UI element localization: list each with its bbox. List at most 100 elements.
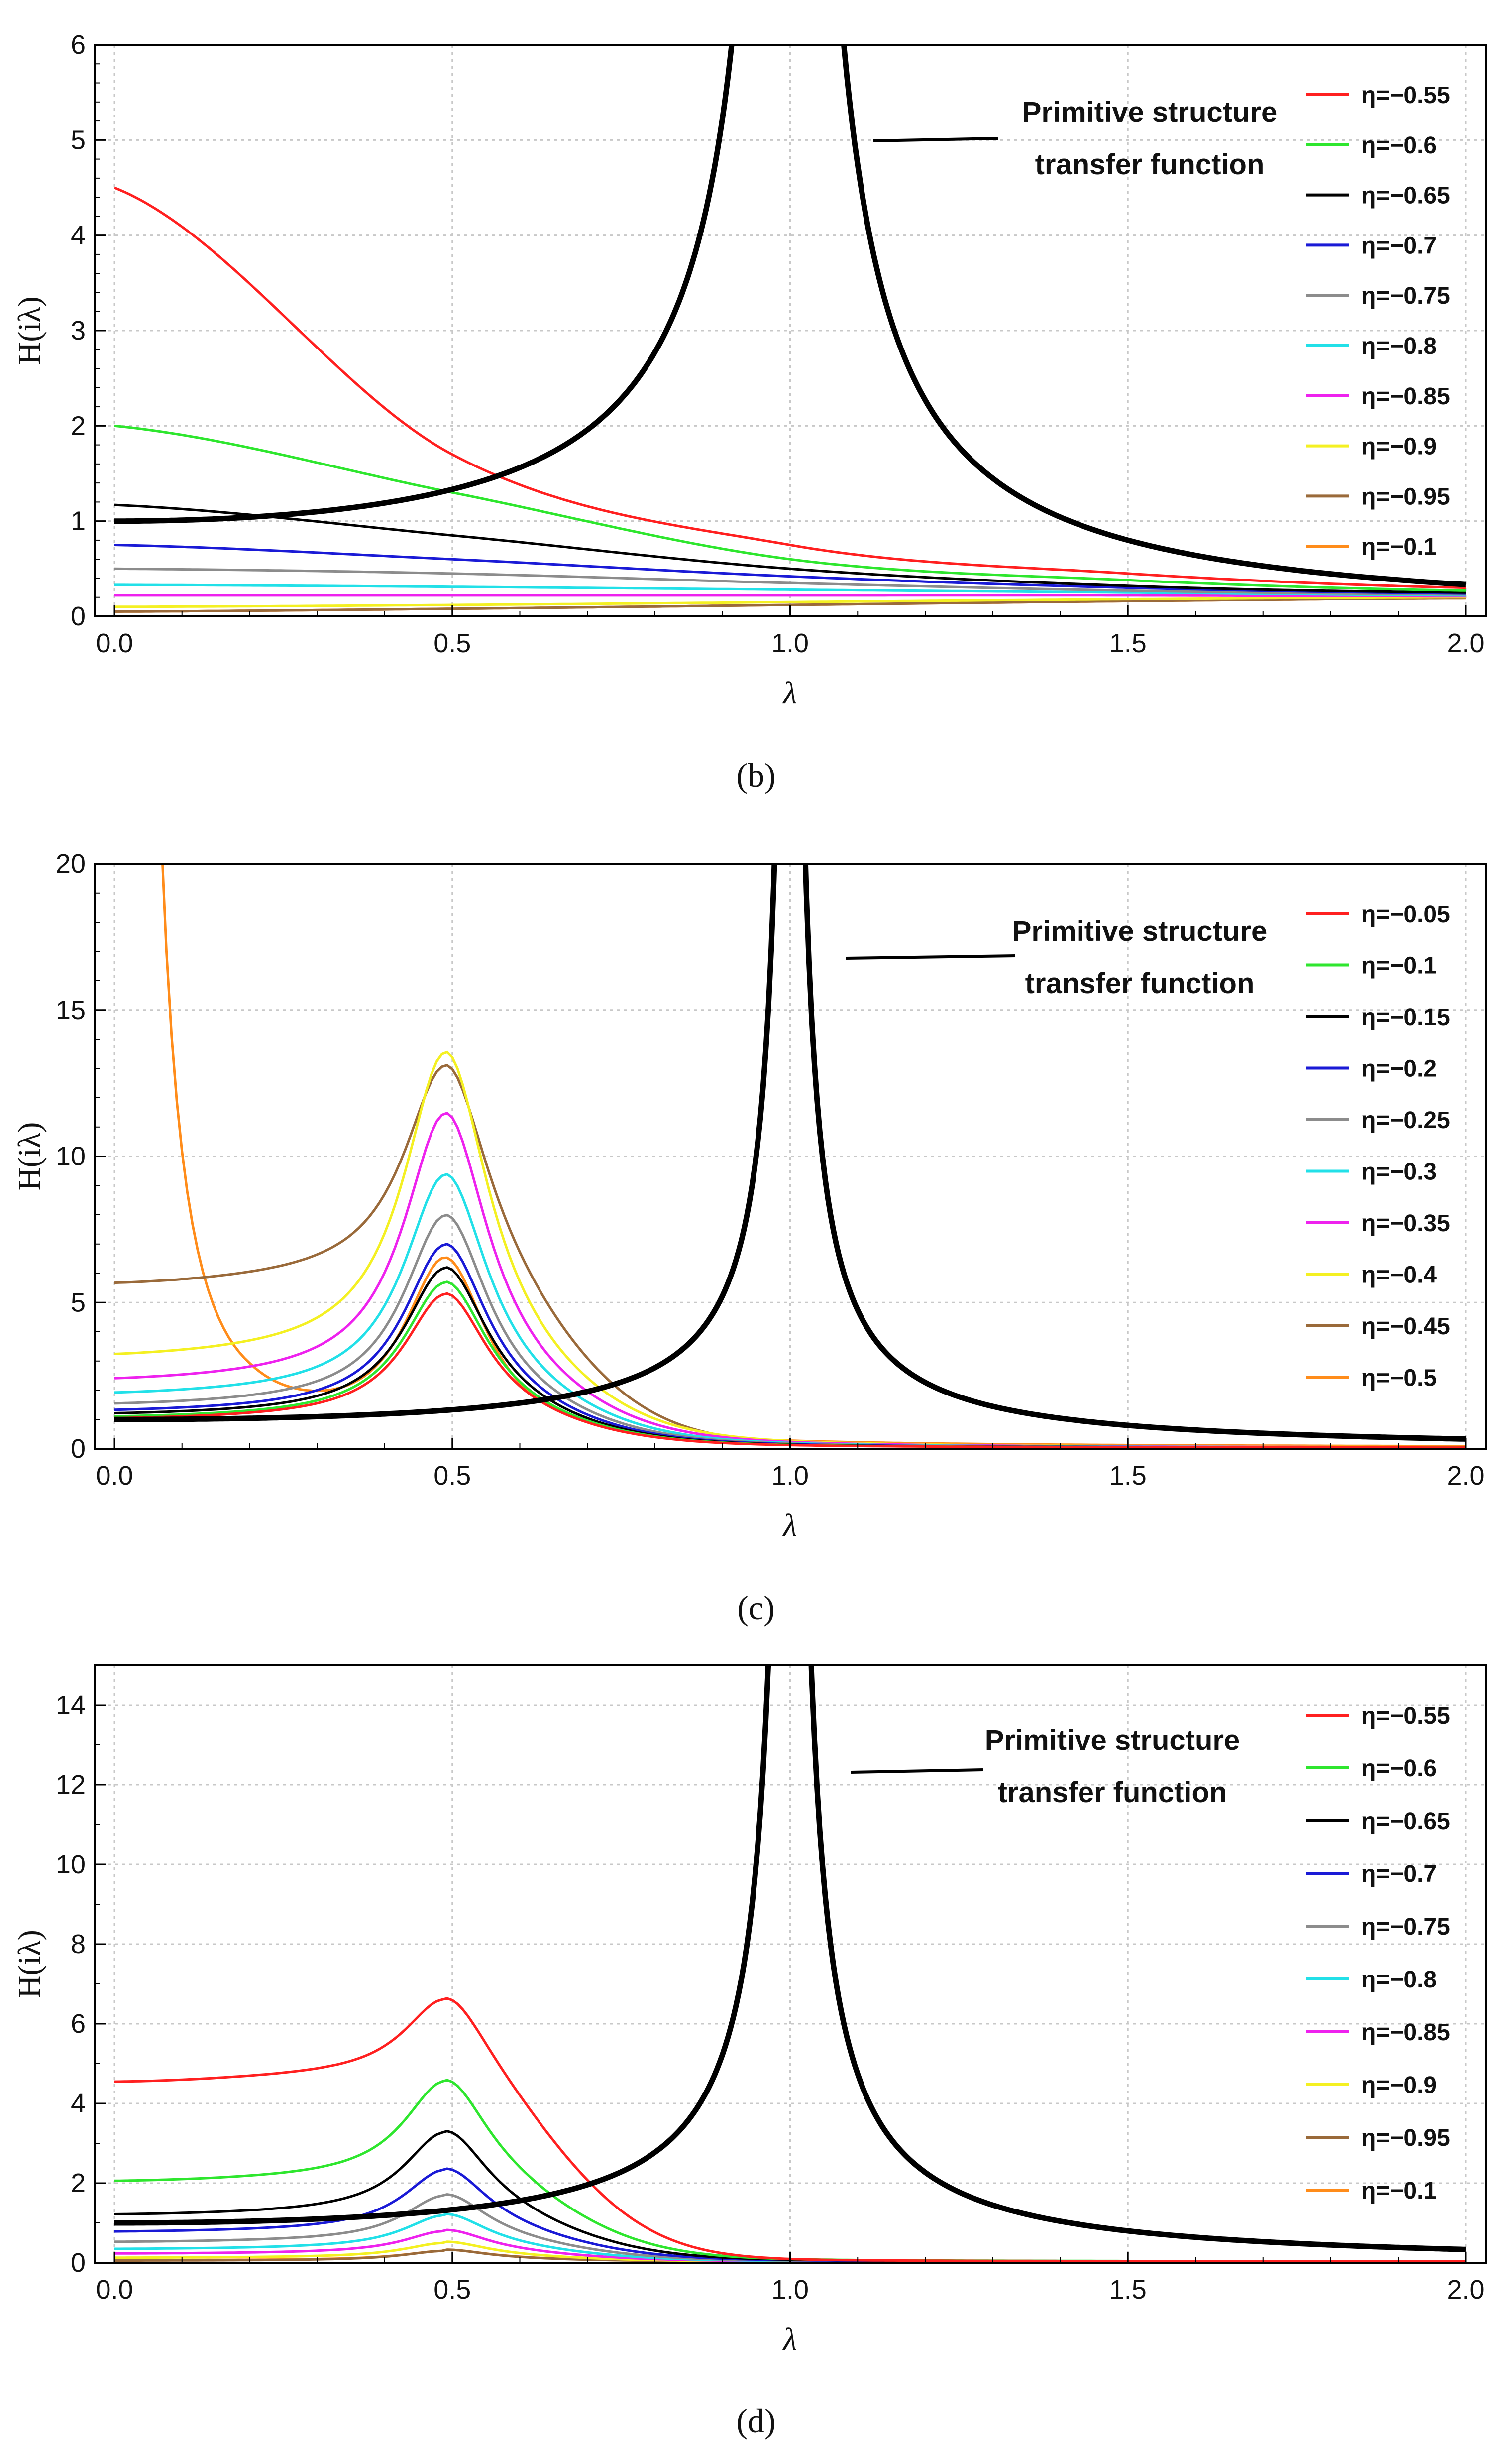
- legend-label-0-45-8: η=−0.45: [1361, 1313, 1450, 1340]
- chart-panel-c: 0.0 0.5 1.0 1.5 2.0 0 5 10 15 20 λ H(iλ) Primitiv…: [11, 849, 1487, 1627]
- series-line-0-55-0: [114, 186, 1466, 589]
- x-axis-label-b: λ: [782, 675, 797, 710]
- legend-label-0-3-5: η=−0.3: [1361, 1159, 1437, 1185]
- caption-c: (c): [737, 1589, 774, 1627]
- y-tick-label: 6: [71, 30, 86, 60]
- series-layer-b: [114, 45, 1466, 613]
- ticks-b: 0.0 0.5 1.0 1.5 2.0 0 1 2 3 4 5 6: [71, 30, 1485, 658]
- y-tick-label: 10: [56, 1850, 86, 1879]
- series-line-0-9-7: [114, 596, 1466, 608]
- primitive-curve-left: [114, 45, 735, 524]
- legend-label-0-2-3: η=−0.2: [1361, 1056, 1437, 1082]
- annotation-c: Primitive structure transfer function: [846, 915, 1267, 1000]
- legend-c: η=−0.05 η=−0.1 η=−0.15 η=−0.2 η=−0.25 η=−0.3 η…: [1306, 901, 1450, 1392]
- series-line-0-75-4: [114, 567, 1466, 596]
- y-tick-label: 2: [71, 2168, 86, 2198]
- y-tick-label: 14: [56, 1690, 86, 1720]
- legend-label-0-6-1: η=−0.6: [1361, 1755, 1437, 1782]
- y-tick-label: 20: [56, 849, 86, 879]
- annotation-b: Primitive structure transfer function: [873, 96, 1277, 181]
- caption-b: (b): [736, 756, 775, 794]
- primitive-curve-right: [841, 45, 1466, 587]
- caption-d: (d): [736, 2402, 775, 2440]
- series-line-0-85-6: [114, 594, 1466, 598]
- primitive-curve-left: [114, 1665, 771, 2226]
- legend-label-0-35-6: η=−0.35: [1361, 1210, 1450, 1237]
- legend-label-0-85-6: η=−0.85: [1361, 383, 1450, 410]
- primitive-curve-left: [114, 864, 777, 1422]
- plot-frame-d: [94, 1664, 1487, 2264]
- legend-label-0-6-1: η=−0.6: [1361, 132, 1437, 159]
- annotation-line1-d: Primitive structure: [985, 1724, 1240, 1756]
- y-tick-label: 4: [71, 2089, 86, 2118]
- primitive-curve-right: [808, 1665, 1466, 2252]
- y-tick-label: 15: [56, 995, 86, 1025]
- x-tick-label: 1.0: [771, 1461, 809, 1491]
- legend-label-0-1-9: η=−0.1: [1361, 2178, 1437, 2204]
- legend-label-0-65-2: η=−0.65: [1361, 1808, 1450, 1835]
- legend-label-0-55-0: η=−0.55: [1361, 1703, 1450, 1729]
- y-tick-label: 2: [71, 411, 86, 441]
- x-tick-label: 1.5: [1109, 1461, 1147, 1491]
- x-tick-label: 0.0: [96, 1461, 133, 1491]
- y-tick-label: 4: [71, 221, 86, 250]
- annotation-line-c: [846, 954, 1016, 960]
- y-tick-label: 0: [71, 2248, 86, 2278]
- x-tick-label: 0.5: [433, 1461, 471, 1491]
- x-tick-label: 2.0: [1447, 1461, 1484, 1491]
- y-tick-label: 5: [71, 1287, 86, 1317]
- x-tick-label: 2.0: [1447, 2275, 1484, 2305]
- legend-label-0-1-1: η=−0.1: [1361, 953, 1437, 979]
- legend-b: η=−0.55 η=−0.6 η=−0.65 η=−0.7 η=−0.75 η=−0.8 η…: [1306, 82, 1450, 560]
- annotation-line1-b: Primitive structure: [1022, 96, 1278, 128]
- x-axis-label-c: λ: [782, 1508, 797, 1543]
- series-line-0-5-9: [161, 864, 1466, 1448]
- series-line-0-6-1: [114, 424, 1466, 592]
- annotation-line2-c: transfer function: [1025, 967, 1255, 1000]
- annotation-d: Primitive structure transfer function: [851, 1724, 1240, 1809]
- legend-label-0-95-8: η=−0.95: [1361, 2125, 1450, 2151]
- legend-label-0-25-4: η=−0.25: [1361, 1107, 1450, 1134]
- x-tick-label: 0.0: [96, 2275, 133, 2305]
- y-tick-label: 0: [71, 601, 86, 631]
- legend-label-0-15-2: η=−0.15: [1361, 1004, 1450, 1031]
- primitive-curve-right: [802, 864, 1466, 1442]
- y-tick-label: 3: [71, 316, 86, 346]
- x-tick-label: 1.0: [771, 2275, 809, 2305]
- x-tick-label: 0.5: [433, 2275, 471, 2305]
- legend-label-0-75-4: η=−0.75: [1361, 1914, 1450, 1940]
- legend-label-0-1-9: η=−0.1: [1361, 534, 1437, 560]
- grid-b: [95, 45, 1486, 616]
- series-line-0-55-0: [114, 1997, 1466, 2263]
- series-layer-c: [114, 864, 1466, 1449]
- x-tick-label: 0.0: [96, 628, 133, 658]
- legend-label-0-8-5: η=−0.8: [1361, 1967, 1437, 1993]
- x-axis-label-d: λ: [782, 2322, 797, 2357]
- annotation-line2-b: transfer function: [1035, 148, 1265, 181]
- y-axis-label-d: H(iλ): [11, 1930, 47, 1998]
- annotation-line1-c: Primitive structure: [1012, 915, 1268, 947]
- y-tick-label: 0: [71, 1434, 86, 1464]
- x-tick-label: 1.5: [1109, 628, 1147, 658]
- legend-label-0-75-4: η=−0.75: [1361, 283, 1450, 309]
- grid-d: [95, 1665, 1486, 2263]
- y-tick-label: 1: [71, 506, 86, 536]
- series-line-0-15-2: [114, 1266, 1466, 1449]
- annotation-line-b: [873, 137, 998, 142]
- y-axis-label-b: H(iλ): [11, 296, 47, 365]
- legend-label-0-5-9: η=−0.5: [1361, 1365, 1437, 1392]
- legend-label-0-9-7: η=−0.9: [1361, 434, 1437, 460]
- y-tick-label: 10: [56, 1142, 86, 1171]
- ticks-d: 0.0 0.5 1.0 1.5 2.0 0 2 4 6 8 10 12 14: [56, 1665, 1485, 2305]
- y-tick-label: 12: [56, 1770, 86, 1800]
- grid-c: [95, 864, 1486, 1449]
- legend-label-0-8-5: η=−0.8: [1361, 333, 1437, 359]
- x-tick-label: 0.5: [433, 628, 471, 658]
- series-line-0-95-8: [114, 597, 1466, 613]
- x-tick-label: 2.0: [1447, 628, 1484, 658]
- legend-label-0-7-3: η=−0.7: [1361, 1861, 1437, 1887]
- ticks-c: 0.0 0.5 1.0 1.5 2.0 0 5 10 15 20: [56, 849, 1485, 1491]
- y-tick-label: 6: [71, 2009, 86, 2039]
- legend-label-0-85-6: η=−0.85: [1361, 2019, 1450, 2046]
